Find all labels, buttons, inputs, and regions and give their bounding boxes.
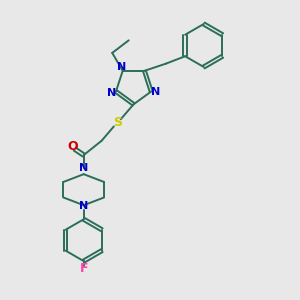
- Text: N: N: [151, 86, 160, 97]
- Text: N: N: [117, 62, 126, 72]
- Text: N: N: [79, 201, 88, 211]
- Text: N: N: [107, 88, 116, 98]
- Text: N: N: [79, 163, 88, 173]
- Text: O: O: [67, 140, 78, 153]
- Text: S: S: [113, 116, 122, 129]
- Text: F: F: [80, 262, 88, 275]
